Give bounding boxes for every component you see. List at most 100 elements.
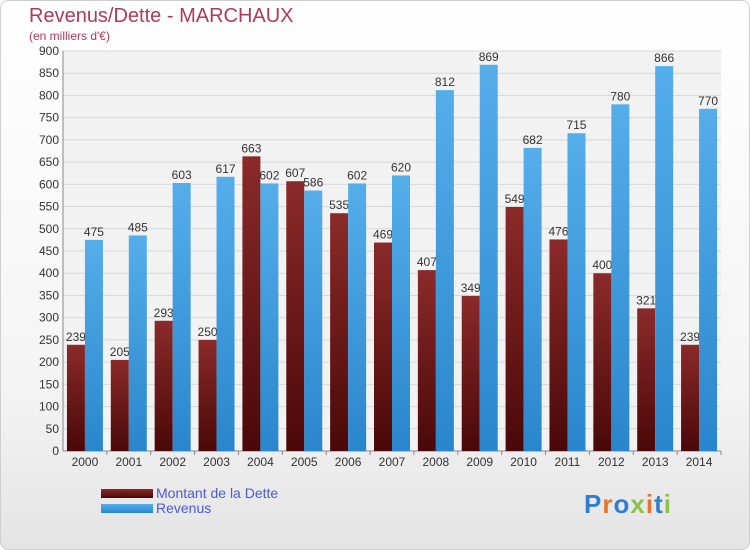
data-label-dette: 407 (417, 255, 437, 269)
x-tick-label: 2014 (686, 455, 713, 469)
legend-swatch-revenus (101, 504, 153, 513)
data-label-dette: 349 (461, 281, 481, 295)
data-label-dette: 607 (285, 166, 305, 180)
bar-revenus (172, 183, 191, 451)
y-tick-label: 50 (46, 422, 60, 436)
bar-dette (461, 295, 480, 451)
data-label-revenus: 620 (391, 160, 411, 174)
bar-dette (417, 270, 436, 451)
data-label-revenus: 682 (523, 133, 543, 147)
data-label-dette: 549 (505, 192, 525, 206)
y-tick-label: 200 (39, 355, 59, 369)
data-label-revenus: 770 (698, 94, 718, 108)
data-label-revenus: 602 (259, 168, 279, 182)
bar-revenus (304, 190, 323, 452)
data-label-revenus: 780 (610, 89, 630, 103)
bar-dette (242, 156, 261, 452)
y-tick-label: 800 (39, 88, 59, 102)
x-tick-label: 2001 (115, 455, 142, 469)
x-tick-label: 2011 (555, 455, 581, 469)
y-tick-label: 300 (39, 311, 59, 325)
logo-letter: r (602, 489, 614, 519)
y-tick-label: 650 (39, 155, 59, 169)
bar-dette (198, 339, 217, 451)
data-label-revenus: 602 (347, 168, 367, 182)
chart-title: Revenus/Dette - MARCHAUX (29, 5, 294, 27)
bar-revenus (611, 104, 630, 451)
logo-letter: i (645, 489, 655, 519)
data-label-revenus: 475 (84, 225, 104, 239)
x-tick-label: 2012 (598, 455, 625, 469)
bar-dette (549, 239, 568, 451)
x-tick-label: 2000 (72, 455, 99, 469)
y-tick-label: 550 (39, 200, 59, 214)
y-tick-label: 0 (52, 444, 59, 458)
bar-revenus (655, 66, 674, 451)
legend-swatch-dette (101, 489, 153, 498)
y-tick-label: 700 (39, 133, 59, 147)
x-tick-label: 2009 (466, 455, 493, 469)
bar-revenus (392, 175, 410, 451)
bar-revenus (260, 183, 279, 451)
data-label-dette: 663 (241, 141, 261, 155)
bar-dette (330, 213, 349, 451)
data-label-revenus: 812 (435, 75, 455, 89)
bar-dette (593, 273, 612, 451)
data-label-dette: 239 (66, 330, 86, 344)
y-tick-label: 100 (39, 400, 59, 414)
bar-dette (681, 344, 700, 451)
y-tick-label: 600 (39, 177, 59, 191)
data-label-revenus: 869 (479, 50, 499, 64)
data-label-dette: 205 (110, 345, 130, 359)
data-label-dette: 239 (680, 330, 700, 344)
legend-label-dette: Montant de la Dette (156, 485, 279, 501)
proxiti-logo: Proxiti (584, 489, 672, 520)
x-tick-label: 2003 (203, 455, 230, 469)
data-label-revenus: 485 (128, 220, 148, 234)
bar-dette (637, 308, 656, 451)
chart-subtitle: (en milliers d'€) (29, 29, 110, 43)
bar-revenus (216, 176, 235, 451)
logo-letter: P (584, 489, 603, 519)
bar-revenus (435, 90, 454, 451)
bar-dette (154, 320, 173, 451)
bar-dette (505, 207, 524, 451)
bar-revenus (523, 147, 542, 451)
data-label-dette: 400 (592, 258, 612, 272)
data-label-revenus: 617 (216, 162, 236, 176)
logo-letter: x (630, 489, 646, 519)
bar-revenus (699, 108, 718, 452)
data-label-dette: 250 (198, 325, 218, 339)
bar-dette (374, 242, 392, 451)
y-tick-label: 500 (39, 222, 59, 236)
bar-revenus (84, 239, 103, 451)
y-tick-label: 900 (39, 44, 59, 58)
data-label-dette: 293 (154, 306, 174, 320)
y-tick-label: 850 (39, 66, 59, 80)
y-tick-label: 350 (39, 288, 59, 302)
bar-revenus (479, 64, 498, 452)
x-tick-label: 2007 (379, 455, 406, 469)
bar-revenus (567, 133, 586, 451)
data-label-revenus: 603 (172, 168, 192, 182)
x-tick-label: 2004 (247, 455, 274, 469)
logo-letter: o (613, 489, 631, 519)
legend-label-revenus: Revenus (156, 500, 212, 516)
y-tick-label: 150 (39, 377, 59, 391)
data-label-revenus: 586 (303, 176, 323, 190)
data-label-dette: 476 (548, 224, 568, 238)
data-label-dette: 469 (373, 228, 393, 242)
x-tick-label: 2010 (510, 455, 537, 469)
x-tick-label: 2005 (291, 455, 318, 469)
y-tick-label: 250 (39, 333, 59, 347)
bar-dette (66, 344, 85, 451)
bar-dette (110, 359, 129, 451)
y-tick-label: 450 (39, 244, 59, 258)
data-label-revenus: 866 (654, 51, 674, 65)
data-label-dette: 321 (636, 293, 656, 307)
y-tick-label: 750 (39, 111, 59, 125)
y-tick-label: 400 (39, 266, 59, 280)
bar-revenus (348, 183, 367, 451)
